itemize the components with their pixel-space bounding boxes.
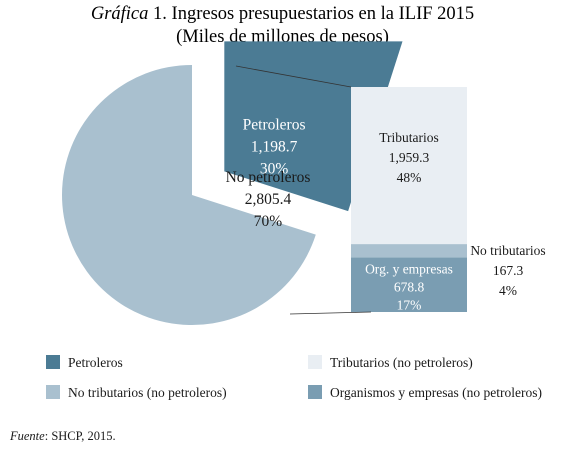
legend-item-organismos-y-empresas-no-petroleros: Organismos y empresas (no petroleros) [308, 385, 542, 400]
segment-value: 1,959.3 [389, 150, 430, 165]
source-note: Fuente: SHCP, 2015. [10, 429, 116, 444]
segment-name: Org. y empresas [365, 262, 453, 277]
segment-value: 678.8 [394, 280, 425, 295]
bar-segment-org-y-empresas [351, 257, 467, 312]
pie-label-no-petroleros: No petroleros 2,805.4 70% [226, 169, 311, 230]
segment-value: 167.3 [493, 263, 524, 278]
bar-label-no-tributarios: No tributarios 167.3 4% [470, 243, 545, 298]
bar-label-org-y-empresas: Org. y empresas 678.8 17% [365, 262, 453, 313]
slice-value: 1,198.7 [251, 138, 298, 155]
bar-segment-tributarios [351, 87, 467, 245]
segment-percent: 4% [499, 283, 517, 298]
bar-segment-no-tributarios [351, 244, 467, 258]
legend-item-tributarios-no-petroleros: Tributarios (no petroleros) [308, 355, 473, 370]
slice-value: 2,805.4 [245, 191, 292, 208]
legend-swatch [308, 355, 322, 369]
bar-label-tributarios: Tributarios 1,959.3 48% [379, 130, 439, 185]
legend-label: Tributarios (no petroleros) [330, 355, 473, 370]
legend-item-petroleros: Petroleros [46, 355, 123, 370]
legend-label: Organismos y empresas (no petroleros) [330, 385, 542, 400]
breakdown-bar-group: Tributarios 1,959.3 48% No tributarios 167.3… [235, 65, 546, 315]
title-prefix: Gráfica [91, 4, 149, 24]
source-label: Fuente [10, 429, 45, 443]
legend: Petroleros Tributarios (no petroleros) No … [46, 355, 542, 400]
legend-swatch [46, 355, 60, 369]
pie-label-petroleros: Petroleros 1,198.7 30% [243, 116, 306, 177]
legend-swatch [46, 385, 60, 399]
legend-label: Petroleros [68, 355, 123, 370]
segment-percent: 17% [397, 298, 422, 313]
source-text: : SHCP, 2015. [44, 429, 116, 443]
segment-name: Tributarios [379, 130, 439, 145]
pie-slice-no-petroleros [62, 65, 316, 326]
slice-percent: 30% [260, 160, 289, 177]
slice-name: No petroleros [226, 169, 311, 186]
chart-title: Gráfica 1. Ingresos presupuestarios en l… [91, 4, 474, 24]
connector-top [235, 65, 352, 88]
legend-label: No tributarios (no petroleros) [68, 385, 227, 400]
legend-item-no-tributarios-no-petroleros: No tributarios (no petroleros) [46, 385, 227, 400]
slice-name: Petroleros [243, 116, 306, 133]
slice-percent: 70% [254, 213, 283, 230]
connector-bottom [289, 311, 372, 315]
title-text: 1. Ingresos presupuestarios en la ILIF 2… [153, 4, 474, 24]
legend-swatch [308, 385, 322, 399]
segment-name: No tributarios [470, 243, 545, 258]
segment-percent: 48% [397, 170, 422, 185]
